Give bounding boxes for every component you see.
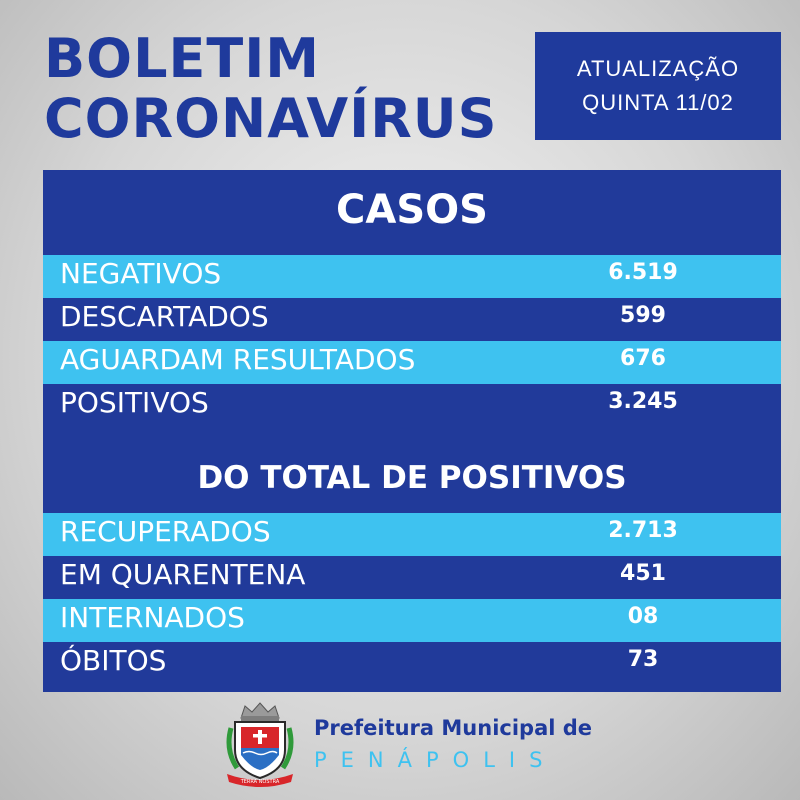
footer-line-2: PENÁPOLIS xyxy=(314,748,557,772)
row-value: 3.245 xyxy=(608,389,678,414)
penapolis-coat-of-arms-icon: TERRA NOSTRA xyxy=(226,702,294,787)
title-line-2: CORONAVÍRUS xyxy=(44,87,498,150)
table-row: RECUPERADOS 2.713 xyxy=(43,513,781,556)
row-label: EM QUARENTENA xyxy=(60,558,306,591)
update-box: ATUALIZAÇÃO QUINTA 11/02 xyxy=(535,32,781,140)
table-row: EM QUARENTENA 451 xyxy=(43,556,781,599)
row-value: 2.713 xyxy=(608,518,678,543)
table-row: ÓBITOS 73 xyxy=(43,642,781,685)
table-row: INTERNADOS 08 xyxy=(43,599,781,642)
row-label: NEGATIVOS xyxy=(60,257,222,290)
row-value: 599 xyxy=(620,303,666,328)
cases-title: CASOS xyxy=(336,187,488,233)
update-date: QUINTA 11/02 xyxy=(582,90,734,115)
row-label: AGUARDAM RESULTADOS xyxy=(60,343,416,376)
bulletin-panel: CASOS NEGATIVOS 6.519 DESCARTADOS 599 AG… xyxy=(43,170,781,692)
row-label: DESCARTADOS xyxy=(60,300,269,333)
row-label: ÓBITOS xyxy=(60,644,167,677)
seal-text: TERRA NOSTRA xyxy=(240,779,280,785)
row-label: RECUPERADOS xyxy=(60,515,271,548)
update-label: ATUALIZAÇÃO xyxy=(576,55,740,81)
row-value: 451 xyxy=(620,561,666,586)
row-label: POSITIVOS xyxy=(60,386,209,419)
row-value: 73 xyxy=(627,647,659,672)
row-label: INTERNADOS xyxy=(60,601,245,634)
positives-title: DO TOTAL DE POSITIVOS xyxy=(197,460,627,496)
row-value: 08 xyxy=(627,604,659,629)
table-row: DESCARTADOS 599 xyxy=(43,298,781,341)
table-row: AGUARDAM RESULTADOS 676 xyxy=(43,341,781,384)
table-row: NEGATIVOS 6.519 xyxy=(43,255,781,298)
table-row: POSITIVOS 3.245 xyxy=(43,384,781,427)
footer-line-1: Prefeitura Municipal de xyxy=(314,716,593,740)
row-value: 676 xyxy=(620,346,666,371)
row-value: 6.519 xyxy=(608,260,678,285)
title-line-1: BOLETIM xyxy=(44,27,321,90)
